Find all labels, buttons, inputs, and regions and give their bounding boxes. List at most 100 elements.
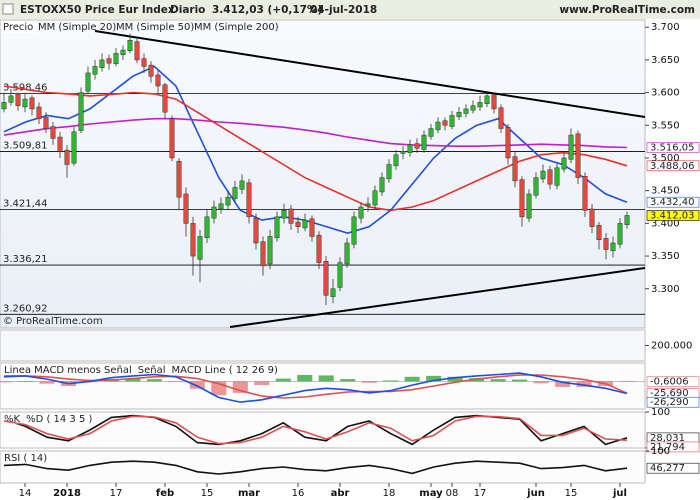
value-badge [646, 196, 700, 208]
candle-body [505, 126, 511, 159]
histogram-bar [39, 381, 55, 384]
histogram-bar [125, 378, 141, 382]
indicator-line [3, 415, 628, 445]
histogram-bar [426, 375, 442, 382]
panel-legend-box [136, 364, 168, 375]
candle-body [617, 223, 623, 245]
candle-body [120, 49, 126, 55]
candle-body [414, 143, 420, 149]
y-tick-label: 3.600 [651, 88, 680, 99]
y-tick-label: 3.350 [651, 251, 680, 262]
candle-body [1, 102, 7, 110]
candle-body [603, 238, 609, 250]
panel-legend: RSI ( 14) [4, 453, 47, 464]
candle-body [281, 210, 287, 219]
histogram-bar [490, 379, 506, 382]
panel-legend-box [3, 364, 134, 375]
stochastic-panel [0, 411, 646, 449]
histogram-bar [404, 376, 420, 382]
level-label: 3.421,44 [3, 198, 48, 209]
candle-body [512, 156, 518, 182]
histogram-bar [619, 381, 635, 382]
candle-body [400, 151, 406, 154]
candle-body [316, 234, 322, 263]
value-label: -25,690 [650, 388, 689, 399]
value-label: 46,277 [650, 463, 685, 474]
histogram-bar [533, 381, 549, 384]
histogram-bar [297, 374, 313, 382]
candle-body [470, 105, 476, 111]
histogram-bar [383, 380, 399, 382]
rsi-panel [0, 450, 646, 484]
histogram-bar [232, 381, 248, 393]
candle-body [477, 102, 483, 108]
candle-body [106, 58, 112, 64]
candle-body [547, 169, 553, 185]
histogram-bar [189, 381, 205, 389]
candle-body [127, 40, 133, 51]
candle-body [596, 225, 602, 240]
candle-body [197, 236, 203, 260]
indicator-line [3, 460, 628, 475]
y-tick-label: 3.400 [651, 218, 680, 229]
candle-body [302, 219, 308, 229]
candle-body [624, 215, 630, 225]
moving-average [3, 85, 628, 212]
candle-body [365, 203, 371, 206]
candle-body [57, 136, 63, 152]
y-tick-label: 200.000 [651, 341, 692, 352]
panel-legend-box [170, 364, 280, 375]
candle-body [267, 236, 273, 265]
y-tick-label: 100 [651, 446, 670, 457]
histogram-bar [361, 381, 377, 383]
moving-average [3, 117, 628, 149]
date: 04-jul-2018 [310, 4, 377, 16]
level-label: 3.260,92 [3, 303, 48, 314]
candle-body [134, 41, 140, 61]
candle-body [22, 98, 28, 108]
candle-body [43, 117, 49, 129]
panel-legend: MACD Line ( 12 26 9) [172, 365, 278, 376]
candle-body [295, 221, 301, 227]
candle-body [575, 133, 581, 178]
histogram-bar [340, 379, 356, 382]
legend-ma: MM (Simple 50) [116, 22, 194, 33]
candle-body [393, 154, 399, 167]
candle-body [155, 74, 161, 87]
value-badge [646, 396, 700, 408]
candle-body [29, 97, 35, 110]
site: www.ProRealTime.com [559, 4, 695, 16]
candle-body [610, 242, 616, 252]
candle-body [456, 111, 462, 118]
value-label: 3.516,05 [650, 142, 695, 153]
candle-body [260, 241, 266, 267]
candle-body [15, 93, 21, 106]
value-label: 3.432,40 [650, 197, 695, 208]
y-tick-label: 3.500 [651, 153, 680, 164]
panel-legend: %K [4, 414, 21, 425]
x-tick-label: jul [612, 488, 627, 499]
x-tick-label: 17 [474, 488, 487, 499]
value-label: 3.488,06 [650, 161, 695, 172]
candle-body [50, 126, 56, 139]
candle-body [351, 216, 357, 245]
value-label: 21,794 [650, 442, 685, 453]
y-tick-label: 3.450 [651, 186, 680, 197]
candle-body [379, 177, 385, 193]
candle-body [176, 160, 182, 198]
panel-legend-box [3, 452, 50, 463]
candle-body [589, 208, 595, 227]
candle-body [169, 118, 175, 159]
menu-icon[interactable] [2, 3, 14, 15]
legend-ma: MM (Simple 200) [194, 22, 279, 33]
candle-body [554, 167, 560, 186]
candle-body [232, 187, 238, 199]
x-tick-label: 15 [565, 488, 578, 499]
panel-legend: %D ( 14 3 5 ) [26, 414, 92, 425]
y-tick-label: 3.300 [651, 284, 680, 295]
trend-line [229, 267, 646, 328]
candle-body [484, 95, 490, 104]
candle-body [225, 196, 231, 206]
candle-body [288, 208, 294, 224]
